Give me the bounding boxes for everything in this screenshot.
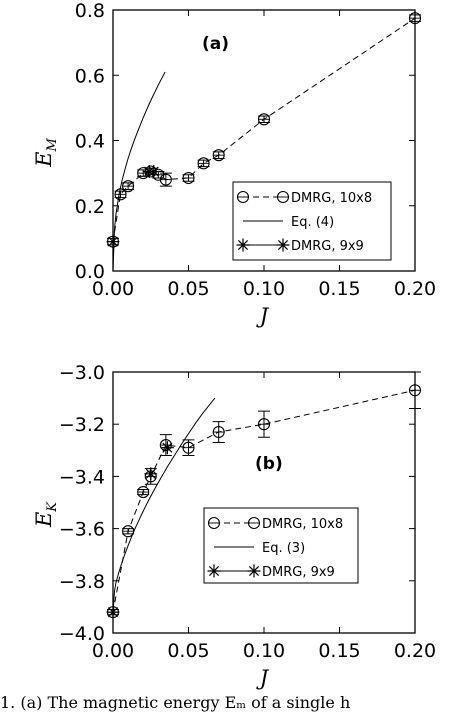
panel-b-legend-entry-2-marker bbox=[207, 564, 221, 578]
panel-b-legend-entry-0-label: DMRG, 10x8 bbox=[262, 517, 343, 532]
panel-a-ylabel-sub: M bbox=[45, 137, 60, 152]
panel-b-ytick-label: −3.4 bbox=[59, 466, 105, 488]
panel-b-legend-entry-1-label: Eq. (3) bbox=[262, 541, 305, 556]
panel-b-xtick-label: 0.20 bbox=[394, 640, 436, 662]
panel-b-series-0-point bbox=[212, 425, 225, 439]
panel-b-series-0-point bbox=[408, 384, 422, 397]
panel-a-series-0-line bbox=[112, 17, 416, 242]
panel-b-series-0-point bbox=[137, 486, 150, 499]
panel-a-label: (a) bbox=[202, 34, 229, 54]
panel-a-series-0-point bbox=[257, 113, 271, 126]
panel-a-legend-entry-0-label: DMRG, 10x8 bbox=[291, 191, 372, 206]
panel-a-ytick-label: 0.2 bbox=[75, 196, 105, 218]
panel-a-ytick-label: 0.4 bbox=[75, 131, 105, 153]
caption-fragment: 1. (a) The magnetic energy Eₘ of a singl… bbox=[0, 695, 351, 712]
panel-b-ylabel-main: E bbox=[32, 512, 56, 528]
panel-a-ylabel: EM bbox=[32, 137, 60, 167]
panel-a-series-0-point bbox=[182, 171, 195, 185]
panel-b-ytick-label: −3.0 bbox=[59, 362, 105, 384]
panel-b-xtick-label: 0.00 bbox=[92, 640, 134, 662]
panel-b-ytick-label: −3.2 bbox=[59, 414, 105, 436]
panel-a-legend-entry-2-label: DMRG, 9x9 bbox=[291, 239, 364, 254]
panel-a-xtick-label: 0.20 bbox=[394, 278, 436, 300]
panel-b-ylabel: EK bbox=[32, 501, 60, 528]
panel-b-xtick-label: 0.15 bbox=[318, 640, 360, 662]
panel-a-legend-entry-0-marker bbox=[276, 190, 290, 204]
panel-a-series-0-point bbox=[408, 12, 422, 25]
panel-b-ytick-label: −3.8 bbox=[59, 571, 105, 593]
panel-a-ylabel-main: E bbox=[32, 151, 56, 167]
panel-b-series-2-point bbox=[144, 467, 158, 481]
panel-b-legend-entry-2-label: DMRG, 9x9 bbox=[262, 565, 335, 580]
panel-b-xtick-label: 0.10 bbox=[243, 640, 285, 662]
panel-a-series-0-point bbox=[212, 149, 225, 162]
panel-a-legend-entry-2-marker bbox=[276, 238, 290, 252]
panel-b-ytick-label: −4.0 bbox=[59, 623, 105, 645]
panel-a-series-0-point bbox=[122, 180, 135, 193]
panel-a-series-0-point bbox=[159, 173, 172, 186]
panel-b-xtick-label: 0.05 bbox=[167, 640, 209, 662]
panel-b-series-0-point bbox=[159, 439, 172, 452]
panel-b-ytick-label: −3.6 bbox=[59, 519, 105, 541]
panel-b-legend-entry-0-marker bbox=[247, 516, 261, 530]
panel-a-series-1-line bbox=[113, 71, 166, 271]
panel-b-legend-entry-2-marker bbox=[247, 564, 261, 578]
panel-b-label: (b) bbox=[255, 454, 283, 474]
panel-b-series-2-point bbox=[106, 605, 120, 619]
panel-a-ytick-label: 0.6 bbox=[75, 65, 105, 87]
panel-b-series-1-line bbox=[113, 397, 216, 613]
panel-b-series-0-point bbox=[182, 441, 195, 454]
panel-a-xtick-label: 0.10 bbox=[243, 278, 285, 300]
panel-b-series-2-point bbox=[160, 441, 174, 455]
panel-b-ylabel-sub: K bbox=[45, 501, 60, 513]
panel-a-xtick-label: 0.00 bbox=[92, 278, 134, 300]
panel-a-ytick-label: 0.8 bbox=[75, 0, 105, 22]
panel-a-legend-entry-2-marker bbox=[236, 238, 250, 252]
panel-a-series-2-point bbox=[147, 165, 161, 178]
panel-a-xtick-label: 0.15 bbox=[318, 278, 360, 300]
panel-a-xlabel: J bbox=[256, 304, 270, 328]
panel-a-ytick-label: 0.0 bbox=[75, 261, 105, 283]
panel-a-series-2-point bbox=[106, 235, 120, 249]
panel-b-legend-entry-0-marker bbox=[207, 516, 221, 530]
panel-a-series-0-point bbox=[197, 157, 210, 170]
panel-b-xlabel: J bbox=[256, 666, 270, 690]
panel-a-legend-entry-1-label: Eq. (4) bbox=[291, 215, 334, 230]
panel-b-series-0-point bbox=[257, 418, 271, 431]
panel-a-xtick-label: 0.05 bbox=[167, 278, 209, 300]
panel-b-series-0-line bbox=[112, 389, 416, 613]
panel-a-legend-entry-0-marker bbox=[236, 190, 250, 204]
